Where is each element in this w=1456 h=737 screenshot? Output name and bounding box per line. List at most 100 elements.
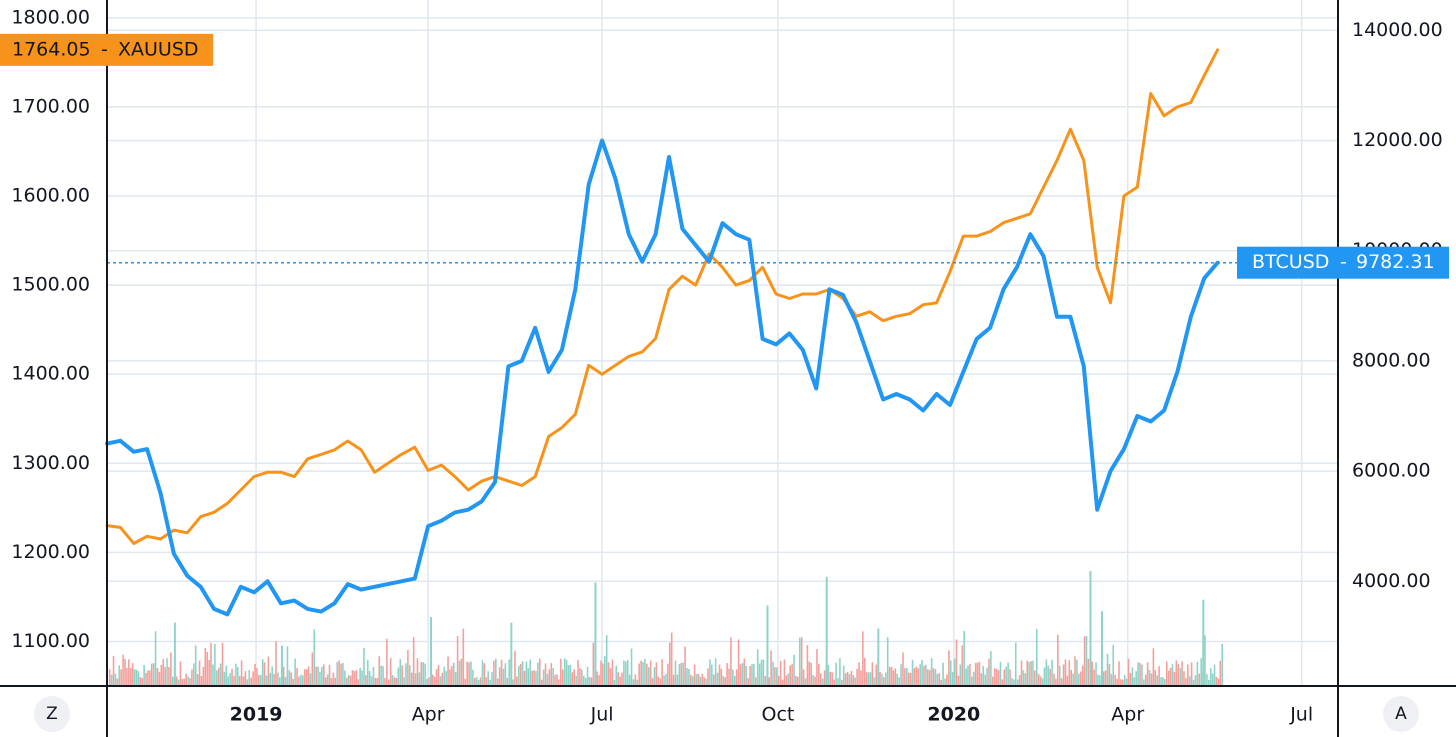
volume-bar xyxy=(1079,671,1082,686)
volume-bar xyxy=(563,658,566,686)
volume-bar xyxy=(290,672,293,686)
volume-bar xyxy=(569,665,572,686)
volume-bar xyxy=(282,666,285,686)
volume-bar xyxy=(718,664,721,686)
left-axis-tick-label: 1500.00 xyxy=(11,274,90,296)
volume-bar xyxy=(814,676,816,686)
volume-bar xyxy=(481,660,484,686)
volume-bar xyxy=(1035,628,1038,686)
zoom-button[interactable]: Z xyxy=(34,696,70,732)
volume-bar xyxy=(149,670,151,686)
volume-bar xyxy=(594,582,597,686)
volume-bar xyxy=(489,679,491,686)
volume-bar xyxy=(496,678,499,686)
volume-bar xyxy=(997,669,1000,686)
volume-bar xyxy=(884,672,887,686)
volume-bar xyxy=(315,666,317,686)
auto-scale-button[interactable]: A xyxy=(1383,696,1419,732)
volume-bar xyxy=(336,662,338,686)
volume-bar xyxy=(776,667,778,686)
volume-bar xyxy=(1041,678,1044,686)
volume-bar xyxy=(191,669,193,686)
volume-bar xyxy=(493,660,495,686)
volume-bar xyxy=(1062,664,1065,686)
volume-bar xyxy=(428,677,430,686)
volume-bar xyxy=(1183,671,1185,686)
volume-bar xyxy=(160,664,163,686)
volume-bar xyxy=(1047,665,1050,686)
volume-bar xyxy=(833,679,835,686)
volume-bar xyxy=(412,637,415,686)
volume-bar xyxy=(254,663,256,686)
volume-bar xyxy=(401,665,403,686)
volume-bar xyxy=(1190,662,1193,686)
volume-bar xyxy=(582,675,585,686)
volume-bar xyxy=(162,658,165,686)
volume-bar xyxy=(1120,679,1122,686)
volume-bar xyxy=(210,642,212,686)
volume-bar xyxy=(376,678,379,686)
volume-bar xyxy=(431,674,434,686)
volume-bar xyxy=(330,678,333,686)
x-axis-tick-label: Oct xyxy=(762,704,795,726)
volume-bar xyxy=(835,662,837,686)
volume-bar xyxy=(831,672,834,686)
volume-bar xyxy=(141,678,144,686)
volume-bar xyxy=(808,661,811,686)
volume-bar xyxy=(108,669,111,686)
volume-bar xyxy=(844,673,847,686)
volume-bar xyxy=(881,673,883,686)
x-axis-tick-label: Apr xyxy=(412,704,445,726)
volume-bar xyxy=(1011,678,1013,686)
volume-bar xyxy=(733,675,736,686)
volume-bar xyxy=(680,662,683,686)
volume-bar xyxy=(540,679,543,686)
volume-bar xyxy=(598,674,600,686)
volume-bar xyxy=(1137,662,1139,686)
volume-bar xyxy=(1057,634,1059,686)
volume-bar xyxy=(686,668,688,686)
volume-bar xyxy=(1037,674,1040,686)
volume-bar xyxy=(1024,673,1027,686)
volume-bar xyxy=(781,679,784,686)
volume-bar xyxy=(806,645,809,686)
volume-bar xyxy=(424,663,426,686)
volume-bar xyxy=(762,659,765,686)
volume-bar xyxy=(665,673,667,686)
volume-bar xyxy=(537,662,539,686)
volume-bar xyxy=(131,662,134,686)
volume-bar xyxy=(839,658,841,686)
volume-bar xyxy=(535,670,537,686)
volume-bar xyxy=(449,669,451,686)
volume-bar xyxy=(258,674,260,686)
volume-bar xyxy=(850,670,853,686)
volume-bar xyxy=(550,663,553,686)
volume-bar xyxy=(668,642,671,686)
volume-bar xyxy=(871,662,874,686)
volume-bar xyxy=(179,661,182,686)
volume-bar xyxy=(819,673,822,686)
volume-bar xyxy=(177,679,180,686)
volume-bar xyxy=(743,658,746,686)
volume-bar xyxy=(896,673,899,686)
volume-bar xyxy=(1144,674,1147,686)
volume-bar xyxy=(603,656,606,686)
volume-bar xyxy=(777,675,780,686)
volume-bar xyxy=(974,662,977,686)
volume-bar xyxy=(189,678,191,686)
volume-bar xyxy=(1181,661,1183,686)
volume-bar xyxy=(586,666,589,686)
volume-bar xyxy=(856,668,858,686)
volume-bar xyxy=(821,678,824,686)
volume-bar xyxy=(248,669,251,686)
volume-bar xyxy=(217,667,220,686)
right-axis-tick-label: 6000.00 xyxy=(1352,460,1431,482)
volume-bar xyxy=(1083,636,1086,686)
volume-bar xyxy=(925,664,927,686)
volume-bar xyxy=(1221,644,1223,686)
volume-bar xyxy=(322,664,325,686)
volume-bar xyxy=(1114,674,1116,686)
volume-bar xyxy=(848,674,851,686)
volume-bar xyxy=(1022,670,1025,686)
